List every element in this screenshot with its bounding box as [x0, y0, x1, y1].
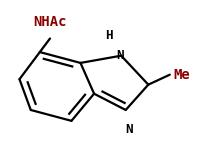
Text: N: N	[125, 123, 133, 136]
Text: NHAc: NHAc	[33, 15, 67, 29]
Text: Me: Me	[173, 68, 190, 82]
Text: N: N	[116, 49, 124, 62]
Text: H: H	[105, 29, 112, 42]
